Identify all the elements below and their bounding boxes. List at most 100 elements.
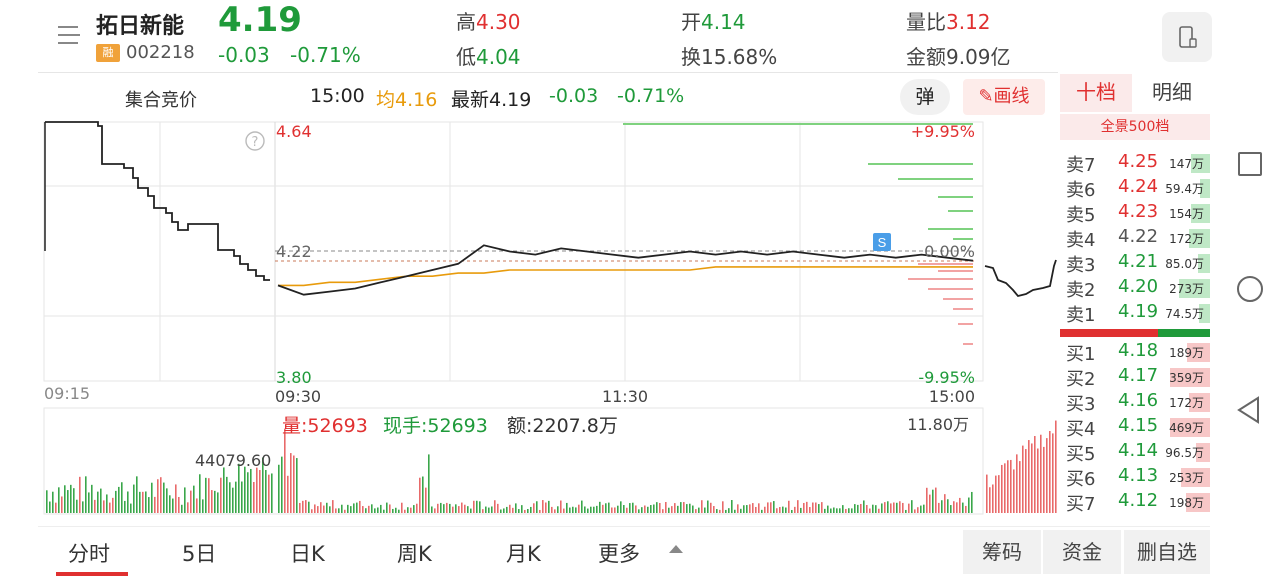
tab-more[interactable]: 更多 [598,542,640,566]
depth-bar [1196,443,1210,462]
bid-row[interactable]: 买2 4.17 359万 [1062,365,1210,390]
volume-bar [82,501,84,513]
back-button[interactable] [1236,396,1262,424]
volume-bar [106,494,108,513]
tab-details[interactable]: 明细 [1152,80,1192,104]
volume-bar [458,506,460,513]
volume-bar [932,489,934,513]
auction-label: 集合竞价 [125,90,197,111]
level-label: 卖2 [1066,280,1096,301]
ask-row[interactable]: 卖4 4.22 172万 [1062,226,1210,251]
volume-bar [557,506,559,513]
bid-row[interactable]: 买5 4.14 96.5万 [1062,440,1210,465]
home-button[interactable] [1237,276,1263,302]
volume-bar [539,509,541,513]
tab-daily-k[interactable]: 日K [290,542,325,566]
volume-bar [214,490,216,513]
bid-row[interactable]: 买1 4.18 189万 [1062,340,1210,365]
level-volume: 85.0万 [1165,257,1204,271]
volume-bar [359,500,361,513]
volume-bar [554,509,556,513]
recent-apps-button[interactable] [1238,152,1262,176]
bid-row[interactable]: 买3 4.16 172万 [1062,390,1210,415]
landscape-toggle-button[interactable] [1162,12,1212,62]
volume-bar [271,473,273,513]
volume-bar [779,507,781,513]
volume-bar [178,496,180,513]
tab-intraday[interactable]: 分时 [68,542,110,566]
volume-bar [326,502,328,513]
volume-bar [386,502,388,513]
bid-row[interactable]: 买7 4.12 198万 [1062,490,1210,515]
draw-line-button[interactable]: ✎画线 [963,79,1045,115]
avg-value: 4.16 [395,89,438,111]
volume-bar [365,508,367,513]
volume-bar [545,502,547,513]
turnover-value: 15.68% [701,45,778,69]
volume-bar [758,503,760,513]
volume-bar [650,505,652,513]
volume-bar [73,488,75,513]
volume-bar [76,499,78,513]
volume-bar [461,502,463,513]
volume-bar [881,503,883,513]
volume-bar [902,502,904,513]
tab-weekly-k[interactable]: 周K [397,542,432,566]
volume-bar [416,503,418,513]
chip-button[interactable]: 筹码 [963,530,1041,574]
level-volume: 172万 [1169,396,1204,410]
volume-bar [719,509,721,513]
ask-row[interactable]: 卖7 4.25 147万 [1062,151,1210,176]
remove-watchlist-button[interactable]: 删自选 [1124,530,1210,574]
ask-row[interactable]: 卖5 4.23 154万 [1062,201,1210,226]
volume-bar [947,499,949,513]
volume-bar [85,476,87,513]
volume-bar [311,509,313,513]
volume-bar [284,428,286,513]
volume-bar [356,502,358,513]
open-label: 开 [681,10,701,34]
volume-bar [635,505,637,513]
tab-5day[interactable]: 5日 [182,542,217,566]
volume-bar [878,508,880,513]
high-stat: 高4.30 [456,6,521,35]
menu-icon[interactable] [56,22,82,48]
tab-monthly-k[interactable]: 月K [506,542,541,566]
volume-bar [926,487,928,513]
volume-bar [208,478,210,513]
level-price: 4.17 [1118,365,1159,386]
volume-bar [689,503,691,513]
level-volume: 147万 [1169,157,1204,171]
volume-bar [710,502,712,513]
volume-bar [917,507,919,513]
time-0915: 09:15 [44,384,90,403]
volume-bar [425,487,427,513]
bid-row[interactable]: 买4 4.15 469万 [1062,415,1210,440]
intraday-chart[interactable]: S ? 4.64 4.22 3.80 +9.95% 0.00% -9.95% 0… [38,118,1058,528]
level-volume: 198万 [1169,496,1204,510]
volume-bar [767,502,769,513]
level-volume: 59.4万 [1165,182,1204,196]
ask-row[interactable]: 卖3 4.21 85.0万 [1062,251,1210,276]
fund-button[interactable]: 资金 [1043,530,1121,574]
popup-button[interactable]: 弹 [900,79,950,115]
caret-up-icon[interactable] [668,544,684,554]
volume-bar [560,500,562,513]
level-label: 卖1 [1066,305,1096,326]
amount-label: 额:2207.8万 [507,415,618,437]
bid-row[interactable]: 买6 4.13 253万 [1062,465,1210,490]
help-icon[interactable] [245,131,265,151]
volume-bar [734,509,736,513]
ask-row[interactable]: 卖2 4.20 273万 [1062,276,1210,301]
ask-row[interactable]: 卖1 4.19 74.5万 [1062,301,1210,326]
volume-bar [806,501,808,513]
volume-bar [698,507,700,513]
ask-row[interactable]: 卖6 4.24 59.4万 [1062,176,1210,201]
tab-ten-levels[interactable]: 十档 [1060,74,1132,112]
volume-bar [476,500,478,513]
volume-bar [674,503,676,513]
full-depth-button[interactable]: 全景500档 [1060,114,1210,140]
s-marker[interactable] [873,233,891,251]
volume-bar [614,507,616,513]
depth-bar [1197,254,1210,273]
